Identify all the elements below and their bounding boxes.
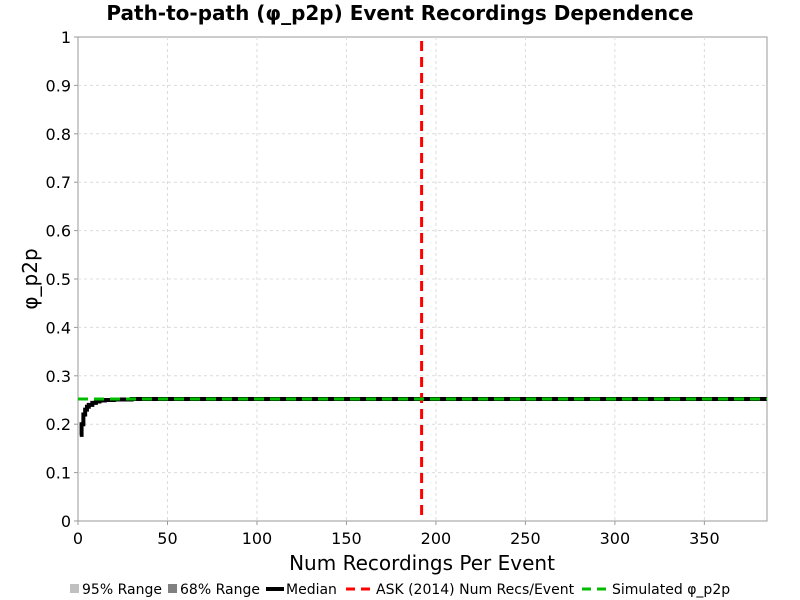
y-tick-label: 0.1 bbox=[46, 464, 71, 483]
y-tick-label: 0.8 bbox=[46, 125, 71, 144]
y-tick-label: 1 bbox=[61, 28, 71, 47]
y-tick-label: 0.2 bbox=[46, 415, 71, 434]
x-tick-label: 0 bbox=[73, 529, 83, 548]
x-axis-label: Num Recordings Per Event bbox=[289, 551, 555, 575]
legend-item: Simulated φ_p2p bbox=[582, 582, 730, 598]
legend-label: Simulated φ_p2p bbox=[612, 582, 730, 598]
x-tick-label: 250 bbox=[510, 529, 541, 548]
chart-title: Path-to-path (φ_p2p) Event Recordings De… bbox=[106, 1, 693, 25]
legend-item: 95% Range bbox=[70, 582, 162, 598]
x-tick-label: 150 bbox=[331, 529, 362, 548]
series-layer bbox=[78, 41, 767, 521]
x-tick-label: 350 bbox=[689, 529, 720, 548]
median-line bbox=[79, 397, 767, 437]
axes: 0 50 100 150 200 250 300 350 0 0.1 0.2 0.3 0.4 0.5 0.6… bbox=[46, 28, 720, 548]
y-tick-label: 0.7 bbox=[46, 173, 71, 192]
y-tick-label: 0.5 bbox=[46, 270, 71, 289]
y-axis-label: φ_p2p bbox=[18, 248, 42, 309]
x-tick-label: 100 bbox=[242, 529, 273, 548]
legend-label: Median bbox=[286, 582, 337, 598]
legend-label: ASK (2014) Num Recs/Event bbox=[376, 582, 575, 598]
legend-label: 68% Range bbox=[180, 582, 260, 598]
x-tick-label: 50 bbox=[157, 529, 177, 548]
y-tick-label: 0.9 bbox=[46, 76, 71, 95]
legend-swatch bbox=[70, 584, 79, 593]
legend-label: 95% Range bbox=[82, 582, 162, 598]
y-tick-label: 0.4 bbox=[46, 318, 71, 337]
x-tick-label: 200 bbox=[421, 529, 452, 548]
legend: 95% Range 68% Range Median ASK (2014) Num R… bbox=[70, 582, 730, 598]
y-tick-label: 0.6 bbox=[46, 222, 71, 241]
legend-swatch bbox=[168, 584, 177, 593]
grid bbox=[78, 37, 767, 521]
legend-item: 68% Range bbox=[168, 582, 260, 598]
legend-item: Median bbox=[266, 582, 337, 598]
legend-item: ASK (2014) Num Recs/Event bbox=[346, 582, 575, 598]
x-tick-label: 300 bbox=[600, 529, 631, 548]
y-tick-label: 0.3 bbox=[46, 367, 71, 386]
y-tick-label: 0 bbox=[61, 512, 71, 531]
